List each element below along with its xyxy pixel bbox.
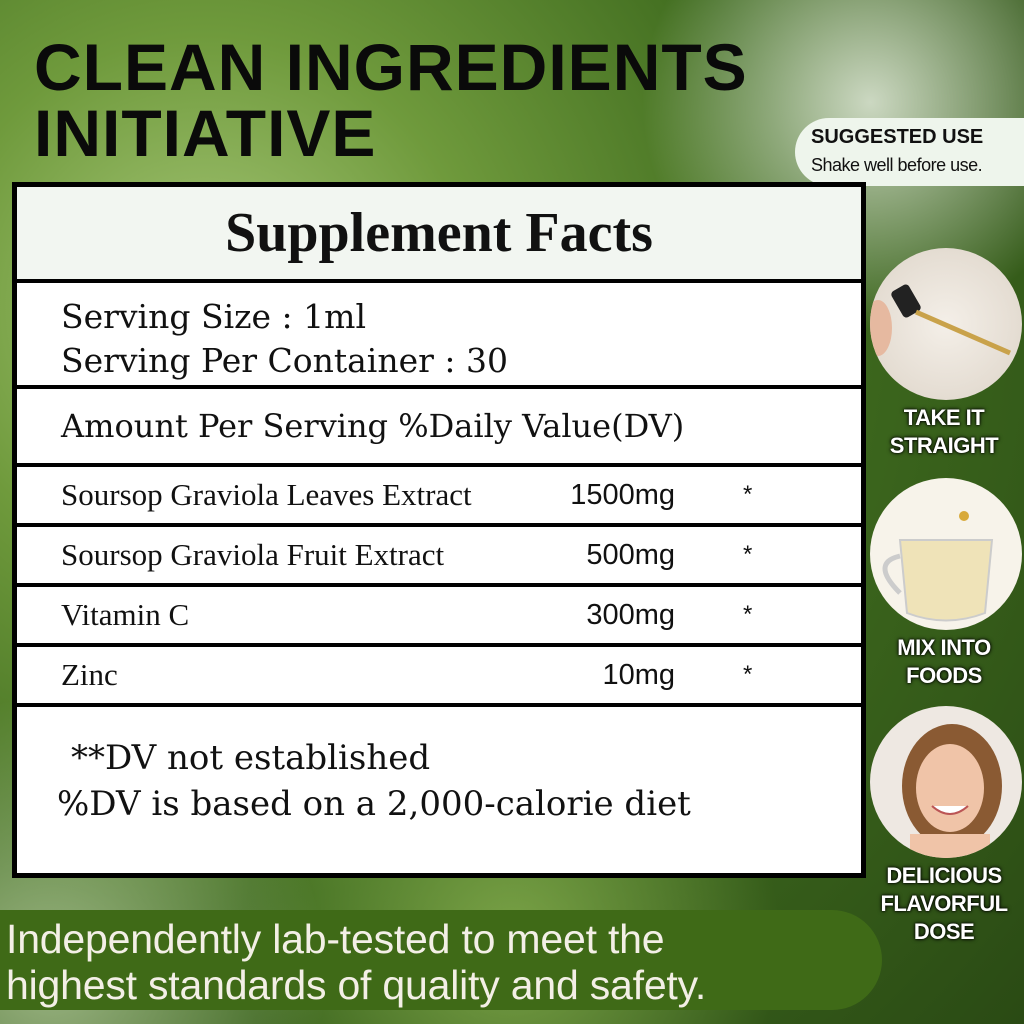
dropper-icon [870,248,1022,400]
dv-note: **DV not established [71,738,431,778]
headline: CLEAN INGREDIENTS INITIATIVE [34,34,748,166]
lab-tested-banner: Independently lab-tested to meet the hig… [0,910,882,1010]
ingredient-dv: * [743,541,753,568]
ingredient-amount: 1500mg [570,479,675,511]
calorie-note: %DV is based on a 2,000-calorie diet [57,784,691,824]
suggested-use-title: SUGGESTED USE [811,126,984,148]
servings-per-container: Serving Per Container : 30 [61,341,508,380]
suggested-use-text: Shake well before use. [811,155,983,175]
banner-line1: Independently lab-tested to meet the [6,916,665,962]
ingredient-row: Soursop Graviola Fruit Extract 500mg * [17,527,861,583]
delicious-dose-label: DELICIOUS FLAVORFUL DOSE [880,863,1008,944]
banner-line2: highest standards of quality and safety. [6,962,707,1008]
suggested-use-bubble: SUGGESTED USE Shake well before use. [795,118,1024,186]
ingredient-dv: * [743,601,753,628]
mix-into-foods-label: MIX INTO FOODS [897,635,991,688]
take-it-straight-label: TAKE IT STRAIGHT [889,405,999,458]
facts-title: Supplement Facts [17,187,861,279]
smiling-woman-photo [870,706,1022,858]
ingredient-row: Vitamin C 300mg * [17,587,861,643]
headline-line2: INITIATIVE [34,96,377,170]
serving-size: Serving Size : 1ml [61,297,366,336]
ingredient-row: Soursop Graviola Leaves Extract 1500mg * [17,467,861,523]
footnotes: **DV not established %DV is based on a 2… [17,707,861,873]
ingredient-name: Soursop Graviola Fruit Extract [61,537,445,572]
ingredient-amount: 500mg [586,539,675,571]
headline-line1: CLEAN INGREDIENTS [34,30,748,104]
tea-cup-icon [870,478,1022,630]
ingredient-name: Vitamin C [61,597,190,632]
ingredient-name: Zinc [61,657,118,692]
ingredient-dv: * [743,481,753,508]
ingredient-dv: * [743,661,753,688]
ingredient-amount: 300mg [586,599,675,631]
ingredient-amount: 10mg [602,659,675,691]
serving-info: Serving Size : 1ml Serving Per Container… [17,283,861,385]
ingredient-name: Soursop Graviola Leaves Extract [61,477,472,512]
amount-header: Amount Per Serving %Daily Value(DV) [17,389,861,463]
ingredient-row: Zinc 10mg * [17,647,861,703]
supplement-facts-panel: Supplement Facts Serving Size : 1ml Serv… [12,182,866,878]
